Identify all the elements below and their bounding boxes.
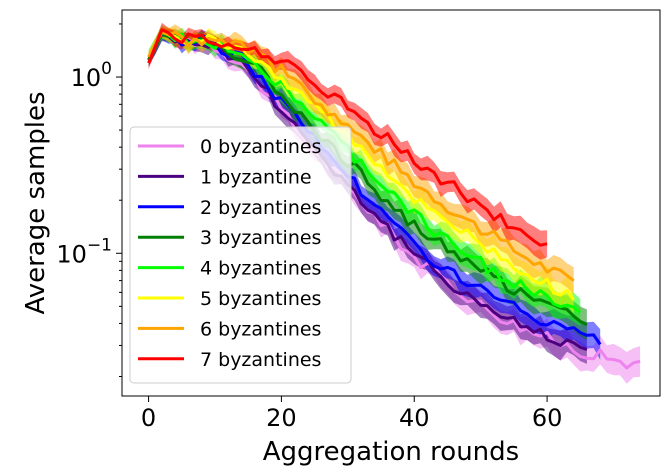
legend-label: 7 byzantines [200, 349, 321, 371]
y-axis: 100 10−1 [56, 23, 122, 377]
x-tick-label: 60 [532, 404, 563, 432]
legend-label: 3 byzantines [200, 227, 321, 249]
series-line-6 [147, 30, 575, 282]
x-tick-label: 40 [399, 404, 430, 432]
legend-label: 0 byzantines [200, 136, 321, 158]
x-tick-label: 0 [141, 404, 156, 432]
legend-label: 2 byzantines [200, 197, 321, 219]
x-axis-title: Aggregation rounds [263, 437, 519, 467]
y-tick-label: 100 [71, 59, 112, 92]
band-6 [148, 24, 574, 295]
legend-label: 5 byzantines [200, 288, 321, 310]
plot-frame [121, 9, 661, 397]
series-lines [147, 28, 641, 370]
band-0 [148, 28, 641, 384]
series-line-2 [147, 32, 602, 346]
y-axis-title: Average samples [21, 91, 51, 314]
legend-label: 6 byzantines [200, 318, 321, 340]
x-axis: 0 20 40 60 [141, 396, 562, 432]
series-line-7 [147, 28, 548, 247]
y-tick-label: 10−1 [56, 235, 112, 268]
legend-label: 1 byzantine [200, 166, 312, 188]
legend-box [129, 126, 352, 384]
band-5 [148, 26, 574, 314]
series-line-5 [147, 30, 575, 301]
series-line-4 [147, 30, 582, 314]
band-4 [148, 24, 581, 327]
legend-label: 4 byzantines [200, 258, 321, 280]
x-tick-label: 20 [266, 404, 297, 432]
band-7 [148, 22, 548, 260]
legend: 0 byzantines 1 byzantine 2 byzantines 3 byz… [129, 126, 352, 384]
